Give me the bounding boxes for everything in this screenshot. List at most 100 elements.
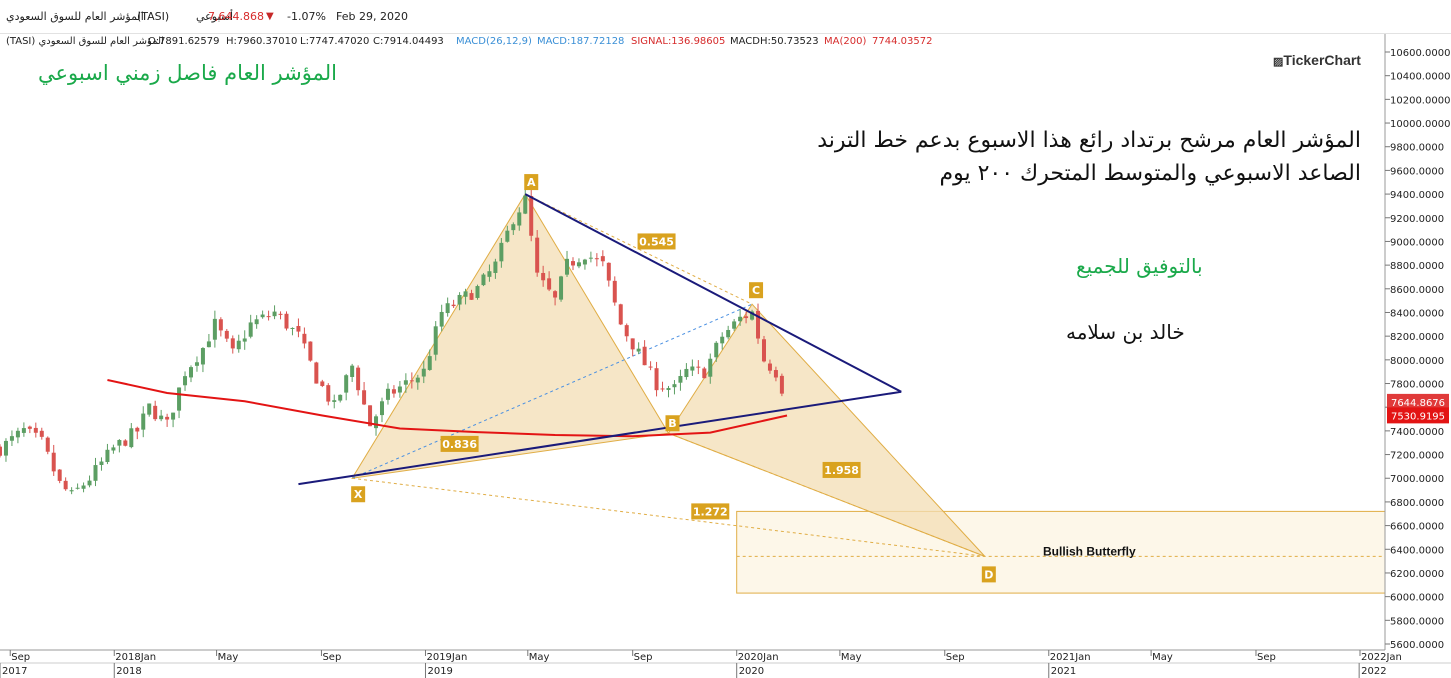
down-arrow-icon: ▼	[266, 11, 274, 22]
candle-body	[756, 310, 761, 339]
candle-body	[636, 348, 641, 352]
ohlc-close: C:7914.04493	[373, 36, 444, 47]
x-tick-label: May	[841, 652, 862, 663]
trend-line-2	[524, 193, 902, 393]
candle-body	[159, 415, 164, 420]
candle-body	[547, 278, 552, 290]
candle-body	[188, 367, 193, 378]
candle-body	[302, 333, 307, 344]
point-A: A	[527, 176, 536, 189]
year-label: 2017	[2, 666, 27, 677]
candle-body	[356, 367, 361, 391]
y-tick-label: 7400.0000	[1390, 427, 1444, 438]
candle-body	[529, 195, 534, 236]
candle-body	[475, 286, 480, 298]
ohlc-symbol: المؤشر العام للسوق السعودي (TASI)	[6, 36, 164, 47]
candle-body	[0, 446, 2, 456]
candle-body	[379, 401, 384, 416]
candle-body	[433, 326, 438, 355]
x-tick-label: 2022Jan	[1361, 652, 1402, 663]
candle-body	[457, 294, 462, 305]
y-tick-label: 10400.0000	[1390, 72, 1450, 83]
candle-body	[284, 313, 289, 329]
y-tick-label: 5600.0000	[1390, 640, 1444, 651]
candle-body	[565, 258, 570, 275]
candle-body	[272, 311, 277, 317]
symbol-header: المؤشر العام للسوق السعودي (TASI) أسبوعي…	[0, 0, 1451, 34]
candle-body	[332, 400, 337, 402]
candle-body	[99, 461, 104, 465]
ratio-1.272: 1.272	[693, 505, 728, 518]
interval-label[interactable]: أسبوعي	[196, 10, 234, 23]
candle-body	[773, 370, 778, 378]
candle-body	[576, 262, 581, 267]
candle-body	[505, 230, 510, 242]
candle-body	[767, 363, 772, 371]
candle-body	[254, 319, 259, 325]
y-tick-label: 7000.0000	[1390, 474, 1444, 485]
x-tick-label: Sep	[322, 652, 341, 663]
candle-body	[135, 427, 140, 432]
candle-body	[183, 376, 188, 386]
candle-body	[445, 303, 450, 314]
candle-body	[165, 416, 170, 420]
x-tick-label: Sep	[1257, 652, 1276, 663]
y-tick-label: 5800.0000	[1390, 616, 1444, 627]
candle-body	[463, 291, 468, 297]
y-tick-label: 6600.0000	[1390, 522, 1444, 533]
ratio-0.836-bg	[440, 435, 479, 452]
candle-body	[511, 224, 516, 231]
candle-body	[141, 413, 146, 430]
candle-body	[385, 388, 390, 400]
y-tick-label: 9600.0000	[1390, 166, 1444, 177]
candle-body	[93, 465, 98, 481]
ma-label[interactable]: MA(200)	[824, 36, 867, 47]
candle-body	[147, 403, 152, 415]
x-tick-label: 2018Jan	[115, 652, 156, 663]
y-tick-label: 8200.0000	[1390, 332, 1444, 343]
candle-body	[535, 237, 540, 273]
candle-body	[368, 405, 373, 427]
y-tick-label: 6000.0000	[1390, 593, 1444, 604]
candle-body	[266, 316, 271, 318]
candle-body	[21, 428, 26, 433]
candle-body	[344, 375, 349, 393]
ratio-0.836: 0.836	[442, 438, 477, 451]
author-name: خالد بن سلامه	[1066, 320, 1185, 344]
signal-value: SIGNAL:136.98605	[631, 36, 726, 47]
candle-body	[320, 381, 325, 386]
candle-body	[230, 338, 235, 349]
candle-body	[75, 487, 80, 489]
ratio-1.958: 1.958	[824, 464, 859, 477]
candle-body	[200, 348, 205, 365]
point-B-bg	[665, 415, 680, 432]
point-A-bg	[524, 174, 539, 191]
candle-body	[517, 212, 522, 226]
candle-body	[374, 416, 379, 429]
candle-body	[612, 280, 617, 303]
symbol-name[interactable]: المؤشر العام للسوق السعودي	[6, 10, 144, 23]
candle-body	[630, 338, 635, 350]
candle-body	[415, 377, 420, 383]
macd-label[interactable]: MACD(26,12,9)	[456, 36, 532, 47]
candle-body	[171, 412, 176, 420]
candle-body	[69, 490, 74, 492]
candle-body	[523, 195, 528, 214]
candle-body	[678, 376, 683, 383]
candle-body	[439, 311, 444, 327]
y-tick-label: 9200.0000	[1390, 214, 1444, 225]
symbol-code[interactable]: (TASI)	[137, 10, 170, 23]
candle-body	[87, 480, 92, 486]
ratio-0.545: 0.545	[639, 235, 674, 248]
y-tick-label: 7200.0000	[1390, 451, 1444, 462]
y-tick-label: 6800.0000	[1390, 498, 1444, 509]
candle-body	[421, 368, 426, 377]
ma-value: 7744.03572	[872, 36, 933, 47]
year-label: 2022	[1361, 666, 1386, 677]
y-tick-label: 8000.0000	[1390, 356, 1444, 367]
year-label: 2018	[116, 666, 141, 677]
ratio-1.958-bg	[822, 461, 861, 478]
pattern-xab-triangle	[351, 193, 670, 479]
candle-body	[260, 314, 265, 318]
